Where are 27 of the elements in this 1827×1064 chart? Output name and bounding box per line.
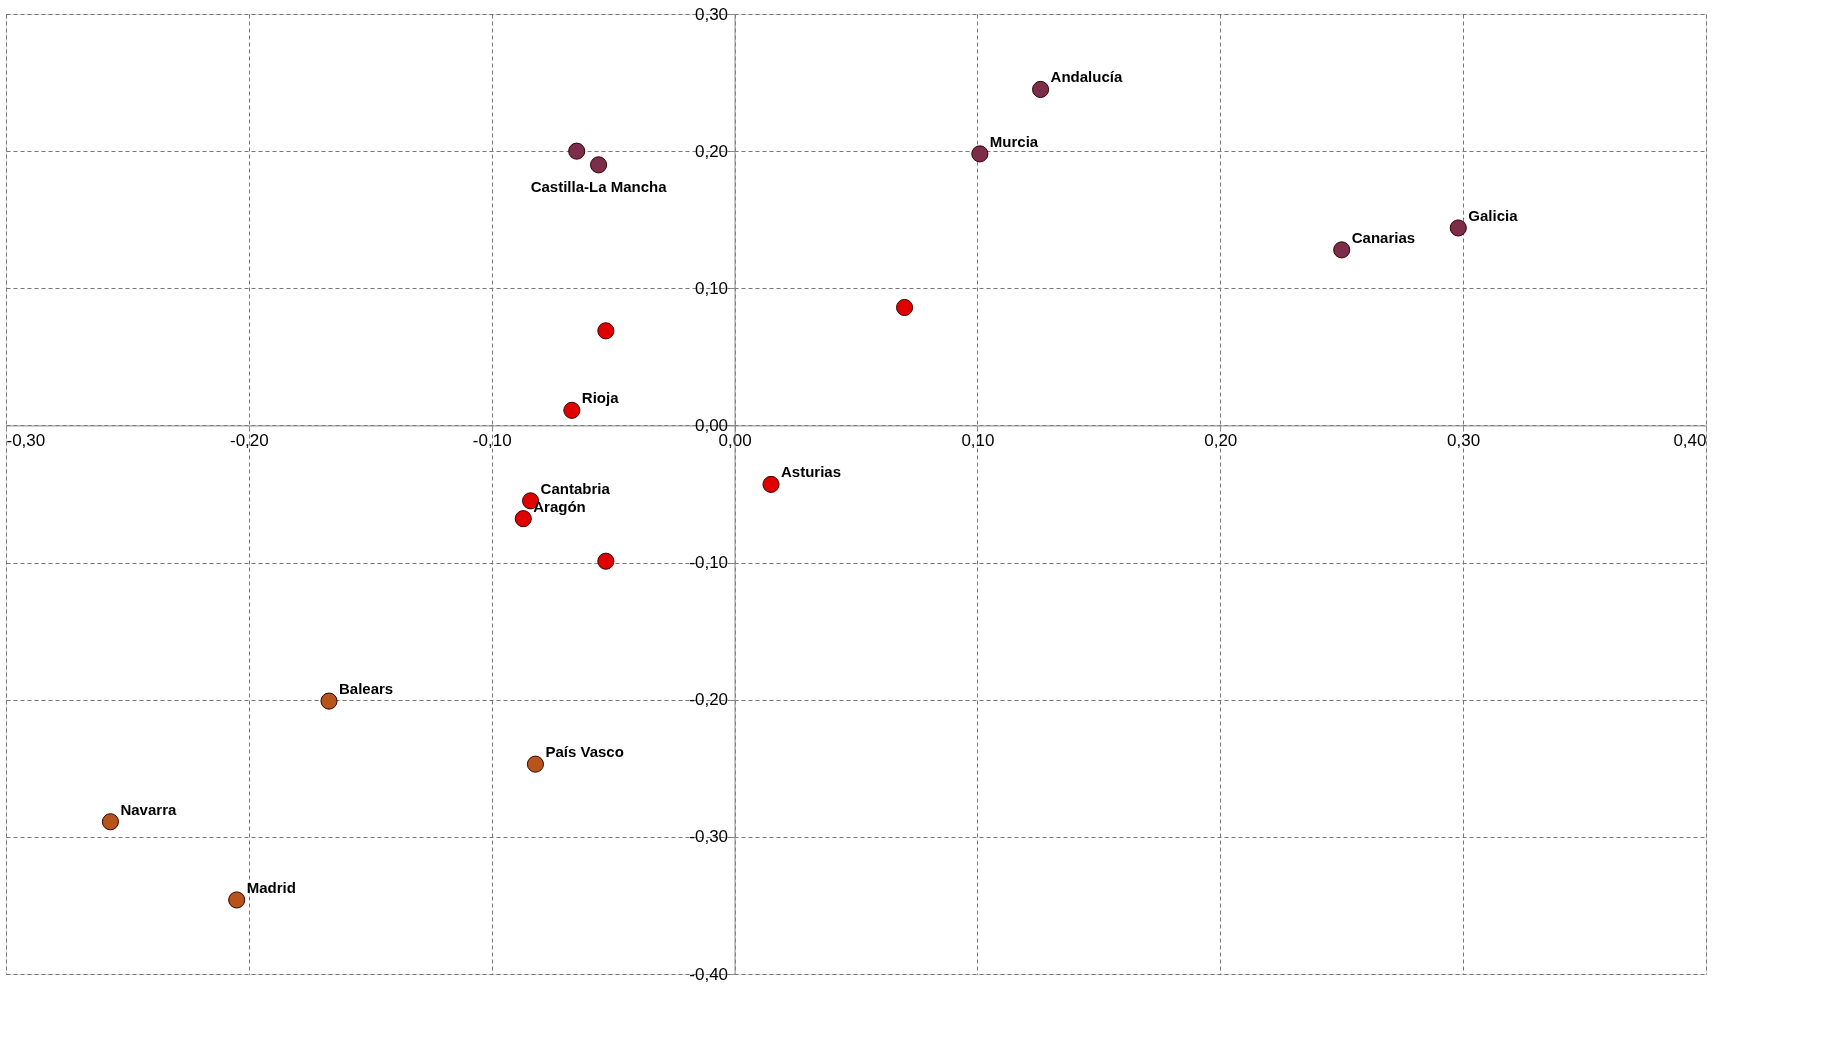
x-tick-label: -0,30 <box>6 430 46 450</box>
x-tick-label: -0,10 <box>472 430 512 450</box>
x-tick-label: 0,10 <box>961 430 995 450</box>
y-tick-label: -0,10 <box>689 553 729 573</box>
y-tick-label: -0,40 <box>689 964 729 984</box>
annotation: Rioja <box>581 389 620 407</box>
annotation: Andalucía <box>1050 68 1123 86</box>
annotation: Aragón <box>533 497 586 515</box>
annotation: Canarias <box>1351 228 1416 246</box>
annotation: Galicia <box>1468 206 1519 224</box>
x-tick-label: 0,20 <box>1204 430 1238 450</box>
annotation: País Vasco <box>545 743 624 761</box>
annotation: Navarra <box>120 800 177 818</box>
y-tick-label: 0,30 <box>694 4 729 24</box>
annotation: Asturias <box>781 463 842 481</box>
y-tick-label: 0,10 <box>694 278 729 298</box>
y-tick-label: -0,20 <box>689 690 729 710</box>
annotation: Balears <box>339 680 394 698</box>
annotation: Cantabria <box>540 479 611 497</box>
x-tick-label: 0,30 <box>1447 430 1481 450</box>
annotation: Madrid <box>246 878 296 896</box>
annotation: Castilla-La Mancha <box>530 177 668 195</box>
y-tick-label: 0,20 <box>694 141 729 161</box>
x-tick-label: 0,40 <box>1673 430 1707 450</box>
y-tick-label: -0,30 <box>689 827 729 847</box>
annotation: Murcia <box>989 132 1039 150</box>
x-tick-label: -0,20 <box>229 430 269 450</box>
